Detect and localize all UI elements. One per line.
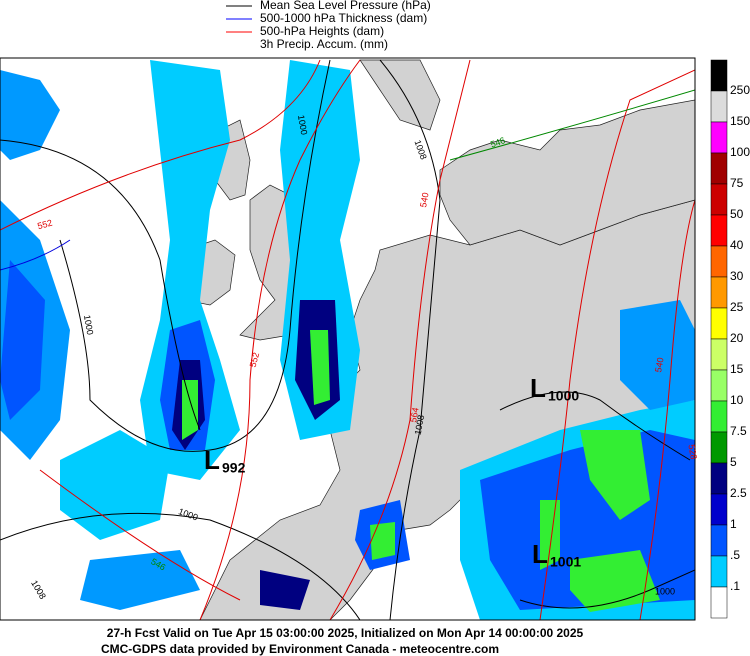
contour-label: 546 (489, 135, 507, 150)
legend-label: 500-1000 hPa Thickness (dam) (260, 11, 427, 25)
precipitation (0, 60, 695, 620)
colorbar-segment (710, 555, 728, 588)
colorbar-label: 1 (730, 517, 737, 531)
contour-label: 1008 (413, 414, 426, 435)
colorbar-segment (710, 524, 728, 557)
contour-label: 528 (686, 444, 698, 461)
contour-label: 564 (408, 407, 420, 424)
map (0, 57, 696, 621)
contour-label: 1000 (655, 586, 675, 596)
colorbar-label: 100 (730, 145, 750, 159)
colorbar-label: 7.5 (730, 424, 747, 438)
colorbar-label: 75 (730, 176, 744, 190)
footer-line: 27-h Fcst Valid on Tue Apr 15 03:00:00 2… (107, 626, 584, 640)
colorbar-label: 2.5 (730, 486, 747, 500)
colorbar-segment (710, 276, 728, 309)
colorbar-segment (710, 245, 728, 278)
colorbar-segment (710, 183, 728, 216)
low-letter: L (204, 445, 220, 475)
low-value: 1001 (550, 554, 581, 570)
low-letter: L (532, 539, 548, 569)
legend-label: Mean Sea Level Pressure (hPa) (260, 0, 431, 12)
contours (0, 59, 695, 620)
colorbar-label: .1 (730, 579, 740, 593)
contour-label: 540 (653, 357, 665, 374)
legend-label: 500-hPa Heights (dam) (260, 24, 384, 38)
contour-label: 552 (36, 218, 53, 232)
colorbar-segment (710, 369, 728, 402)
low-letter: L (530, 373, 546, 403)
contour-label: 1000 (82, 314, 95, 335)
legend-label: 3h Precip. Accum. (mm) (260, 37, 388, 51)
colorbar-segment (710, 59, 728, 92)
colorbar-label: 20 (730, 331, 744, 345)
legend: Mean Sea Level Pressure (hPa)500-1000 hP… (226, 0, 431, 51)
colorbar-segment (710, 90, 728, 123)
colorbar-segment (710, 121, 728, 154)
contour-label: 1000 (296, 114, 309, 135)
colorbar-label: 10 (730, 393, 744, 407)
low-value: 1000 (548, 388, 579, 404)
colorbar-label: .5 (730, 548, 740, 562)
colorbar-label: 250 (730, 83, 750, 97)
contour-label: 552 (248, 351, 262, 368)
colorbar-label: 25 (730, 300, 744, 314)
colorbar-segment (710, 400, 728, 433)
footer-line: CMC-GDPS data provided by Environment Ca… (101, 642, 499, 656)
colorbar-label: 15 (730, 362, 744, 376)
colorbar-label: 5 (730, 455, 737, 469)
colorbar-segment (710, 431, 728, 464)
colorbar-segment (710, 307, 728, 340)
colorbar-segment (710, 152, 728, 185)
contour-label: 540 (418, 192, 430, 209)
colorbar-segment (710, 586, 728, 619)
colorbar-label: 50 (730, 207, 744, 221)
low-value: 992 (222, 460, 246, 476)
colorbar-segment (710, 214, 728, 247)
map-frame (0, 57, 696, 621)
colorbar: 250 150 100 75 50 40 30 25 20 15 10 7.5 5 2.5 1 .5 .1 (710, 59, 750, 619)
colorbar-label: 40 (730, 238, 744, 252)
colorbar-segment (710, 493, 728, 526)
colorbar-segment (710, 462, 728, 495)
colorbar-label: 150 (730, 114, 750, 128)
colorbar-label: 30 (730, 269, 744, 283)
colorbar-segment (710, 338, 728, 371)
